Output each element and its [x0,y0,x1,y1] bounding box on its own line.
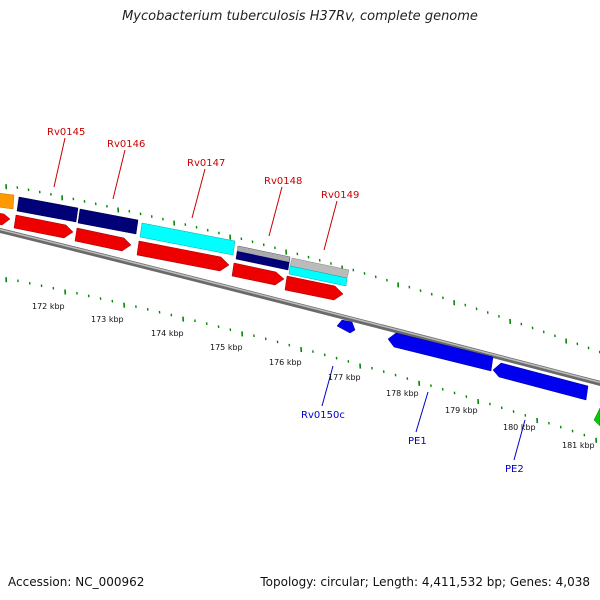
gene-label-rv0146[interactable]: Rv0146 [107,139,145,150]
reverse-gene-labels: Rv0150c PE1 PE2 [301,365,526,475]
page-title: Mycobacterium tuberculosis H37Rv, comple… [122,9,478,24]
navy-feature-rv0146[interactable] [77,208,139,235]
gene-label-pe1[interactable]: PE1 [408,436,427,447]
reverse-cds-row [336,319,600,427]
forward-cds-row [0,213,344,301]
forward-cds-arrow[interactable] [13,214,74,239]
scale-tick-label: 176 kbp [269,358,302,367]
accession-text: Accession: NC_000962 [8,575,145,589]
gene-label-rv0149[interactable]: Rv0149 [321,190,359,201]
leader-line [513,419,526,461]
scale-tick-label: 181 kbp [562,441,595,450]
forward-gene-labels: Rv0145 Rv0146 Rv0147 Rv0148 Rv0149 [47,127,359,251]
genome-summary-text: Topology: circular; Length: 4,411,532 bp… [260,575,590,589]
scale-tick-label: 174 kbp [151,329,184,338]
scale-tick-label: 178 kbp [386,389,419,398]
leader-line [191,168,206,219]
reverse-cds-pe2[interactable] [492,362,589,401]
scale-tick-label: 175 kbp [210,343,243,352]
gene-label-rv0150c[interactable]: Rv0150c [301,410,345,421]
cyan-feature-rv0149[interactable] [288,265,348,287]
inner-gc-ticks [5,277,598,443]
feature-row-top [0,192,350,287]
cyan-feature-rv0147[interactable] [139,222,236,256]
leader-line [415,391,429,433]
reverse-cds-rv0150c[interactable] [336,319,356,334]
outer-gc-ticks [5,184,600,354]
leader-line [323,200,338,251]
gene-label-pe2[interactable]: PE2 [505,464,524,475]
gray-feature-rv0148[interactable] [237,246,290,262]
leader-line [268,186,283,237]
forward-cds-arrow[interactable] [136,240,230,272]
forward-cds-arrow[interactable] [0,213,11,226]
orange-feature[interactable] [0,192,15,210]
scale-tick-labels: 172 kbp 173 kbp 174 kbp 175 kbp 176 kbp … [32,302,595,450]
forward-cds-arrow[interactable] [74,227,132,252]
genome-backbone [0,227,600,386]
reverse-cds-pe1[interactable] [387,332,494,372]
leader-line [112,149,126,200]
scale-tick-label: 173 kbp [91,315,124,324]
genome-backbone-highlight [0,228,600,384]
gene-label-rv0147[interactable]: Rv0147 [187,158,225,169]
navy-feature-rv0145[interactable] [16,196,79,223]
gene-label-rv0148[interactable]: Rv0148 [264,176,302,187]
scale-tick-label: 172 kbp [32,302,65,311]
gene-label-rv0145[interactable]: Rv0145 [47,127,85,138]
leader-line [53,137,66,188]
forward-cds-arrow[interactable] [231,262,285,286]
forward-cds-arrow[interactable] [284,275,344,301]
leader-line [321,365,334,407]
green-feature[interactable] [593,407,600,427]
scale-tick-label: 180 kbp [503,423,536,432]
scale-tick-label: 177 kbp [328,373,361,382]
scale-tick-label: 179 kbp [445,406,478,415]
